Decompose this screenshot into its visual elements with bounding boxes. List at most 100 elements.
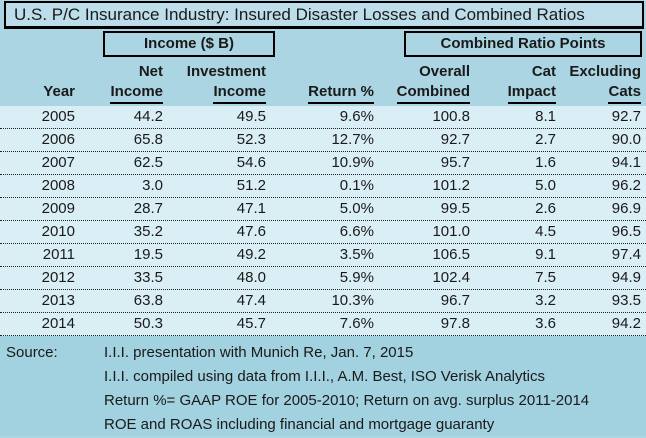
column-header: Net [138, 63, 163, 80]
group-header-income: Income ($ B) [103, 31, 275, 57]
value-cell: 9.6% [339, 108, 374, 125]
column-header-label: Income [110, 82, 163, 104]
value-cell: 97.8 [440, 315, 470, 332]
year-cell: 2005 [41, 108, 75, 125]
source-line: Return %= GAAP ROE for 2005-2010; Return… [104, 392, 590, 409]
column-header: Excluding [569, 63, 641, 80]
year-cell: 2010 [41, 223, 75, 240]
value-cell: 9.1 [535, 246, 556, 263]
value-cell: 10.9% [331, 154, 374, 171]
value-cell: 63.8 [133, 292, 163, 309]
value-cell: 8.1 [535, 108, 556, 125]
column-header-label: Return % [308, 82, 374, 104]
year-cell: 2013 [41, 292, 75, 309]
column-header: Return % [271, 82, 379, 104]
year-cell: 2009 [41, 200, 75, 217]
value-cell: 28.7 [133, 200, 163, 217]
column-header: Cat [531, 63, 556, 80]
value-cell: 12.7% [331, 131, 374, 148]
value-cell: 5.9% [339, 269, 374, 286]
value-cell: 96.5 [611, 223, 641, 240]
value-cell: 7.5 [535, 269, 556, 286]
source-lines: I.I.I. presentation with Munich Re, Jan.… [104, 341, 646, 437]
source-line: ROE and ROAS including financial and mor… [104, 416, 495, 433]
value-cell: 35.2 [133, 223, 163, 240]
value-cell: 92.7 [611, 108, 641, 125]
value-cell: 5.0 [535, 177, 556, 194]
source-label: Source: [6, 344, 58, 361]
value-cell: 96.7 [440, 292, 470, 309]
value-cell: 90.0 [611, 131, 641, 148]
value-cell: 97.4 [611, 246, 641, 263]
value-cell: 0.1% [339, 177, 374, 194]
table-row: 2007 62.5 54.6 10.9% 95.7 1.6 94.1 [0, 152, 646, 175]
value-cell: 92.7 [440, 131, 470, 148]
value-cell: 106.5 [432, 246, 470, 263]
year-cell: 2007 [41, 154, 75, 171]
value-cell: 3.0 [142, 177, 163, 194]
column-header-row-2: Year Income Income Return % Combined Impact Ca… [0, 82, 646, 104]
year-cell: 2011 [42, 246, 75, 263]
value-cell: 93.5 [611, 292, 641, 309]
value-cell: 2.6 [535, 200, 556, 217]
value-cell: 100.8 [432, 108, 470, 125]
value-cell: 6.6% [339, 223, 374, 240]
column-header-label: Cats [608, 82, 641, 104]
value-cell: 3.6 [535, 315, 556, 332]
table-body: 2005 44.2 49.5 9.6% 100.8 8.1 92.7 2006 65.8 52.3… [0, 106, 646, 336]
value-cell: 3.5% [339, 246, 374, 263]
table-row: 2014 50.3 45.7 7.6% 97.8 3.6 94.2 [0, 313, 646, 336]
year-cell: 2006 [41, 131, 75, 148]
column-header-label: Year [43, 83, 75, 100]
column-header: Investment [186, 63, 266, 80]
value-cell: 44.2 [133, 108, 163, 125]
value-cell: 47.4 [236, 292, 266, 309]
value-cell: 96.9 [611, 200, 641, 217]
table-row: 2012 33.5 48.0 5.9% 102.4 7.5 94.9 [0, 267, 646, 290]
value-cell: 5.0% [339, 200, 374, 217]
value-cell: 19.5 [133, 246, 163, 263]
column-header-label: Combined [396, 82, 470, 104]
value-cell: 3.2 [535, 292, 556, 309]
value-cell: 96.2 [611, 177, 641, 194]
value-cell: 48.0 [236, 269, 266, 286]
value-cell: 94.1 [611, 154, 641, 171]
column-header: Impact [475, 82, 561, 104]
value-cell: 94.2 [611, 315, 641, 332]
value-cell: 65.8 [133, 131, 163, 148]
value-cell: 99.5 [440, 200, 470, 217]
column-header: Overall [419, 63, 470, 80]
source-section: Source: I.I.I. presentation with Munich … [0, 336, 646, 436]
table-row: 2005 44.2 49.5 9.6% 100.8 8.1 92.7 [0, 106, 646, 129]
year-cell: 2014 [41, 315, 75, 332]
value-cell: 47.1 [236, 200, 266, 217]
table-row: 2006 65.8 52.3 12.7% 92.7 2.7 90.0 [0, 129, 646, 152]
value-cell: 49.2 [236, 246, 266, 263]
value-cell: 101.0 [432, 223, 470, 240]
value-cell: 10.3% [331, 292, 374, 309]
column-header: Combined [379, 82, 475, 104]
column-header: Year [0, 82, 80, 104]
column-header-label: Impact [507, 82, 556, 104]
group-header-combined-ratio: Combined Ratio Points [404, 31, 642, 57]
value-cell: 2.7 [535, 131, 556, 148]
column-header-row-1: Net Investment Overall Cat Excluding [0, 61, 646, 82]
table-row: 2013 63.8 47.4 10.3% 96.7 3.2 93.5 [0, 290, 646, 313]
value-cell: 94.9 [611, 269, 641, 286]
column-header [271, 61, 379, 82]
value-cell: 50.3 [133, 315, 163, 332]
year-cell: 2008 [41, 177, 75, 194]
value-cell: 47.6 [236, 223, 266, 240]
value-cell: 4.5 [535, 223, 556, 240]
table-row: 2010 35.2 47.6 6.6% 101.0 4.5 96.5 [0, 221, 646, 244]
column-header: Cats [561, 82, 646, 104]
year-cell: 2012 [41, 269, 75, 286]
value-cell: 95.7 [440, 154, 470, 171]
column-header: Income [80, 82, 168, 104]
value-cell: 101.2 [432, 177, 470, 194]
value-cell: 54.6 [236, 154, 266, 171]
column-header: Income [168, 82, 271, 104]
source-line: I.I.I. compiled using data from I.I.I., … [104, 368, 546, 385]
value-cell: 52.3 [236, 131, 266, 148]
value-cell: 7.6% [339, 315, 374, 332]
